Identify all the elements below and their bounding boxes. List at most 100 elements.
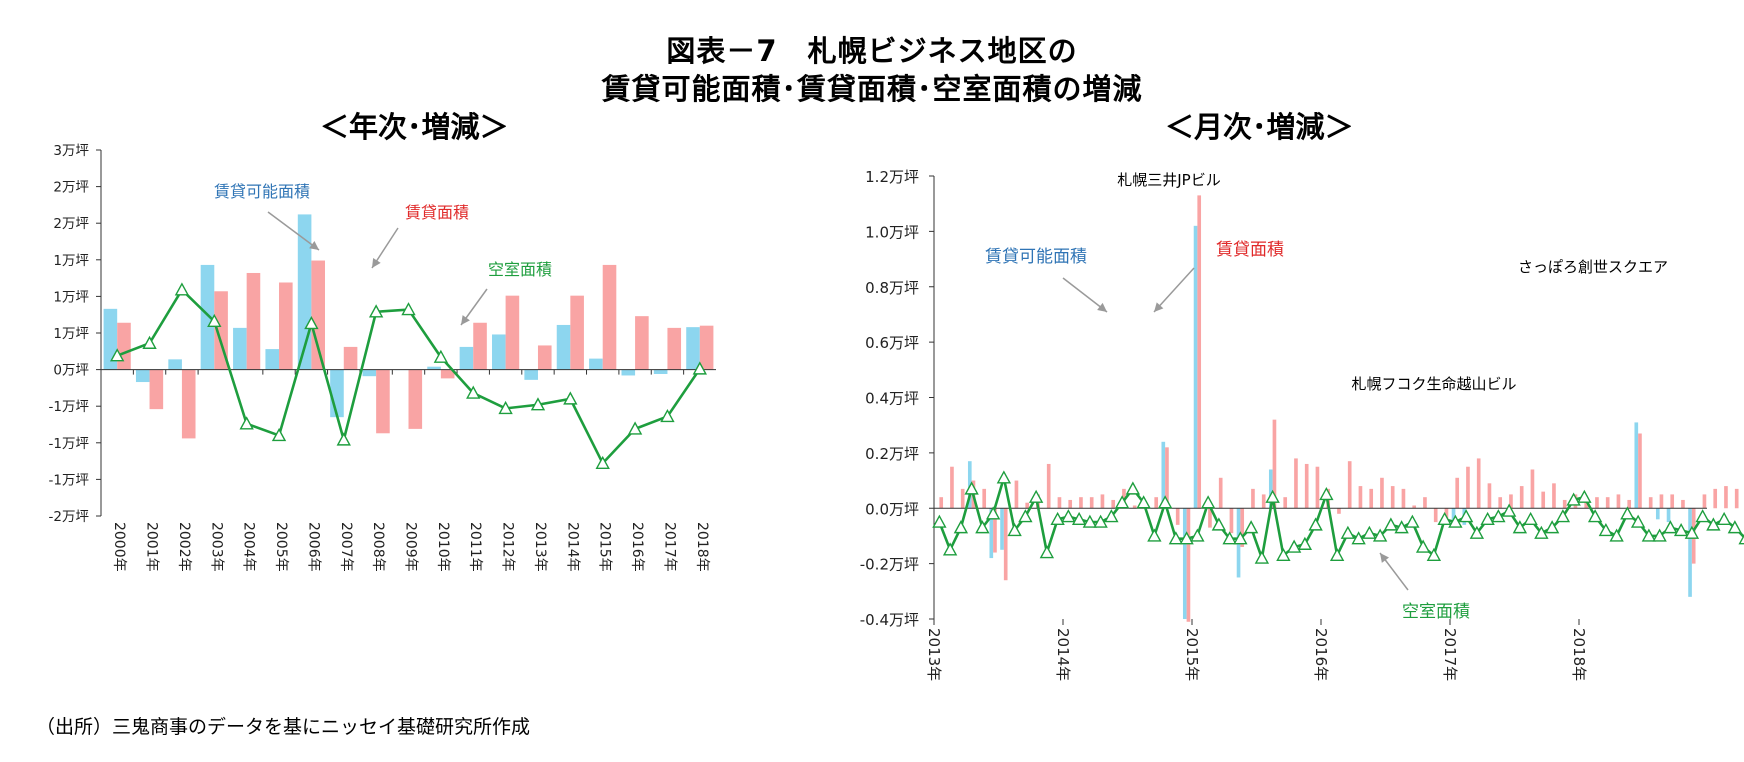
monthly-leased-bar bbox=[1681, 499, 1685, 509]
monthly-vacant-point bbox=[1362, 525, 1377, 539]
monthly-annotation-leased: 賃貸面積 bbox=[1216, 240, 1284, 260]
annual-x-tick-label: 2006年 bbox=[305, 522, 321, 572]
monthly-y-tick-label: -0.2万坪 bbox=[860, 556, 919, 574]
annual-leased-bar bbox=[343, 346, 358, 370]
annual-leased-bar bbox=[473, 322, 487, 370]
monthly-vacant-point bbox=[1501, 503, 1517, 517]
monthly-vacant-point bbox=[1534, 525, 1549, 539]
annual-leased-bar bbox=[408, 369, 423, 429]
monthly-vacant-point bbox=[1577, 489, 1592, 503]
monthly-leased-bar bbox=[1111, 499, 1116, 509]
monthly-panel-title: ＜月次･増減＞ bbox=[1165, 110, 1354, 144]
monthly-available-bar bbox=[1268, 469, 1273, 509]
monthly-vacant-point bbox=[1061, 509, 1076, 523]
annual-annotation-available: 賃貸可能面積 bbox=[214, 182, 310, 201]
annual-y-tick-label: 3万坪 bbox=[53, 143, 89, 159]
annual-vacant-point bbox=[627, 421, 643, 435]
monthly-leased-bar bbox=[1154, 497, 1159, 509]
monthly-vacant-point bbox=[1480, 511, 1495, 526]
annual-panel-title: ＜年次･増減＞ bbox=[320, 110, 509, 144]
monthly-vacant-point bbox=[1437, 511, 1452, 526]
annual-available-bar bbox=[524, 369, 538, 380]
monthly-leased-bar bbox=[1530, 469, 1535, 509]
monthly-leased-bar bbox=[1165, 447, 1169, 509]
annual-x-tick-label: 2014年 bbox=[564, 522, 580, 572]
annual-vacant-point bbox=[110, 348, 125, 362]
annual-vacant-point bbox=[595, 455, 610, 469]
monthly-vacant-point bbox=[1319, 486, 1334, 501]
monthly-vacant-point bbox=[1018, 509, 1033, 523]
monthly-leased-bar bbox=[1616, 494, 1621, 509]
annual-vacant-point bbox=[142, 335, 157, 349]
annual-leased-bar bbox=[181, 369, 196, 439]
monthly-vacant-point bbox=[1308, 517, 1323, 531]
monthly-leased-bar bbox=[1218, 477, 1223, 509]
monthly-leased-bar bbox=[1283, 497, 1288, 509]
monthly-leased-bar bbox=[1100, 494, 1105, 509]
monthly-vacant-point bbox=[985, 506, 1001, 520]
monthly-vacant-point bbox=[1200, 495, 1216, 509]
annual-x-tick-label: 2002年 bbox=[176, 522, 192, 572]
monthly-vacant-point bbox=[1630, 514, 1646, 528]
monthly-leased-bar bbox=[1498, 497, 1503, 509]
monthly-leased-bar bbox=[1251, 488, 1255, 509]
monthly-vacant-point bbox=[1383, 517, 1399, 531]
annual-y-tick-label: 0万坪 bbox=[53, 363, 89, 379]
monthly-vacant-point bbox=[964, 481, 979, 495]
monthly-available-bar bbox=[989, 508, 994, 559]
monthly-leased-bar bbox=[1713, 488, 1718, 509]
annual-leased-bar bbox=[667, 327, 682, 370]
annual-y-tick-label: -1万坪 bbox=[49, 399, 89, 415]
monthly-x-tick-label: 2016年 bbox=[1312, 628, 1330, 681]
monthly-vacant-point bbox=[1663, 520, 1678, 534]
monthly-vacant-point bbox=[1233, 531, 1248, 545]
monthly-vacant-point bbox=[1727, 520, 1743, 534]
annual-x-tick-label: 2012年 bbox=[500, 522, 516, 572]
monthly-leased-bar bbox=[1294, 458, 1298, 509]
annual-annotation-vacant: 空室面積 bbox=[488, 260, 552, 279]
monthly-leased-bar bbox=[1229, 508, 1234, 534]
monthly-y-tick-label: 1.2万坪 bbox=[865, 168, 919, 186]
monthly-leased-bar bbox=[1003, 508, 1008, 581]
monthly-leased-bar bbox=[1670, 494, 1675, 509]
monthly-leased-bar bbox=[1455, 477, 1460, 509]
monthly-vacant-point bbox=[1082, 514, 1098, 528]
annual-available-bar bbox=[459, 346, 474, 370]
monthly-vacant-point bbox=[1254, 550, 1270, 564]
monthly-leased-bar bbox=[1487, 483, 1492, 509]
monthly-leased-bar bbox=[939, 497, 944, 509]
monthly-vacant-point bbox=[1211, 517, 1227, 531]
monthly-y-tick-label: 0.6万坪 bbox=[865, 334, 919, 352]
monthly-vacant-point bbox=[1157, 495, 1173, 509]
monthly-leased-bar bbox=[1595, 497, 1599, 509]
annual-vacant-point bbox=[401, 302, 416, 316]
monthly-available-bar bbox=[967, 461, 972, 509]
monthly-leased-bar bbox=[1240, 508, 1245, 548]
monthly-vacant-point bbox=[1179, 531, 1194, 545]
annual-x-tick-label: 2008年 bbox=[370, 522, 386, 572]
monthly-annotation-mitsui: 札幌三井JPビル bbox=[1117, 171, 1220, 189]
monthly-vacant-point bbox=[1028, 489, 1044, 503]
monthly-y-tick-label: 0.0万坪 bbox=[865, 500, 919, 518]
annual-vacant-point bbox=[174, 282, 190, 296]
monthly-leased-bar bbox=[1057, 497, 1062, 509]
monthly-leased-bar bbox=[1433, 508, 1438, 523]
monthly-arrow-available-head bbox=[1097, 302, 1107, 312]
monthly-arrow-leased bbox=[1153, 267, 1195, 313]
monthly-leased-bar bbox=[1380, 477, 1384, 509]
monthly-vacant-point bbox=[1147, 528, 1162, 542]
monthly-leased-bar bbox=[1627, 499, 1632, 509]
monthly-vacant-point bbox=[1544, 520, 1560, 534]
monthly-vacant-point bbox=[1716, 511, 1732, 526]
monthly-leased-bar bbox=[1079, 497, 1083, 509]
monthly-leased-bar bbox=[1423, 497, 1427, 509]
monthly-leased-bar bbox=[1089, 497, 1094, 509]
annual-vacant-point bbox=[304, 316, 319, 330]
monthly-annotation-fukoku: 札幌フコク生命越山ビル bbox=[1351, 375, 1516, 393]
monthly-y-tick-label: 0.2万坪 bbox=[865, 445, 919, 463]
monthly-vacant-point bbox=[1222, 531, 1237, 545]
annual-leased-bar bbox=[570, 295, 584, 370]
monthly-vacant-point bbox=[1265, 489, 1280, 503]
monthly-available-bar bbox=[1688, 508, 1692, 597]
annual-vacant-point bbox=[336, 432, 351, 446]
